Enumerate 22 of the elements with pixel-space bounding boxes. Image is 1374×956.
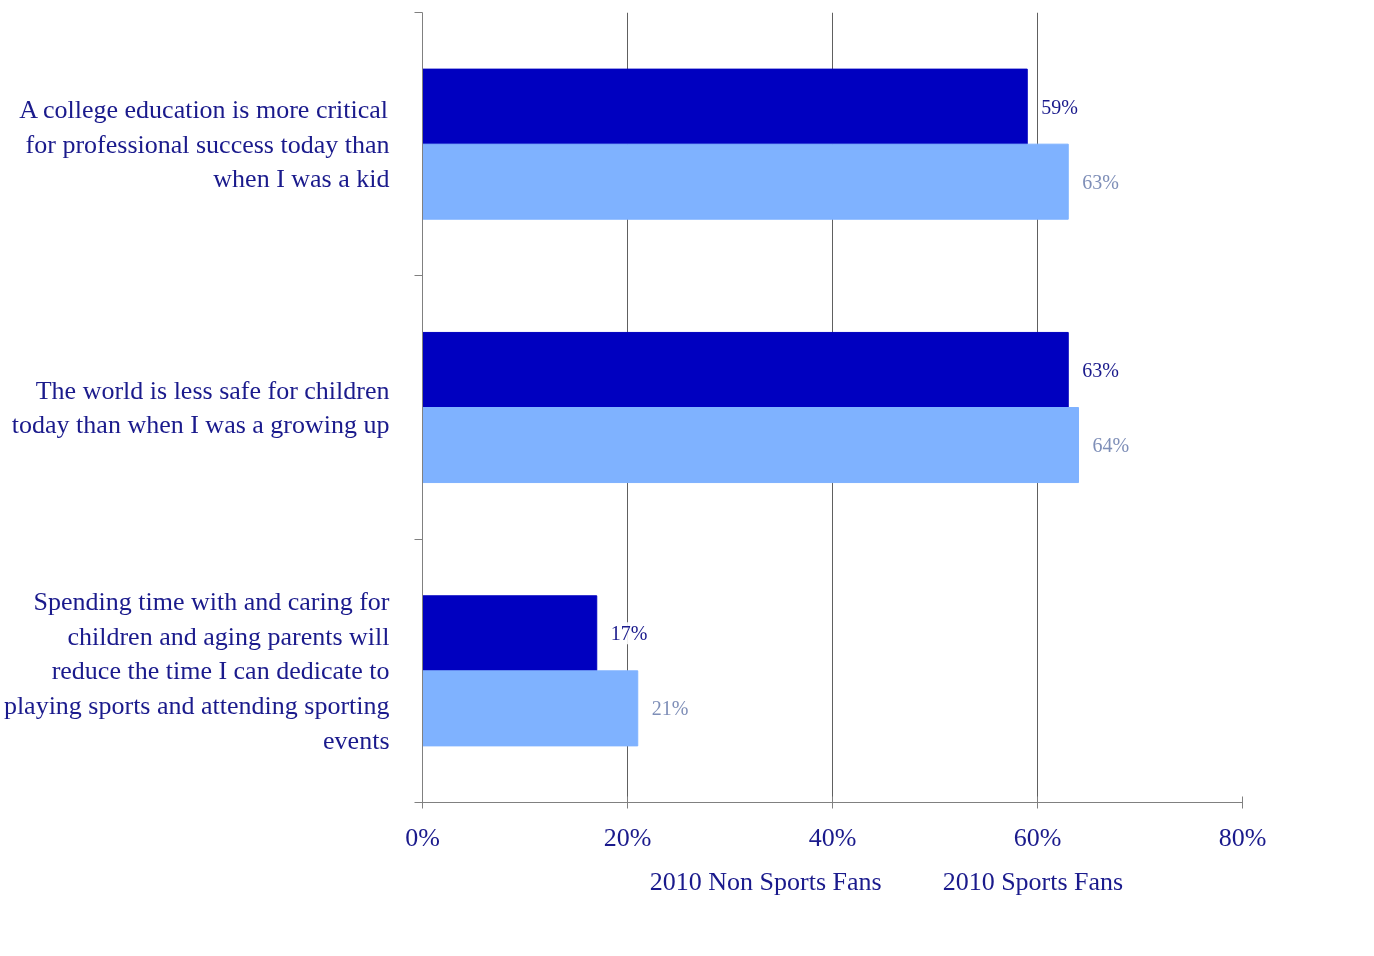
data-label: 63% [1082,170,1119,193]
bar [422,331,1069,408]
y-tick-label: Spending time with and caring for children and aging parents will reduce the time I can dedicate to playing sports and attending sporting events [3,586,390,755]
bar [422,407,1079,484]
data-label: 59% [1041,95,1078,118]
bar [422,595,598,672]
x-tick-label: 20% [603,822,652,852]
bar [422,68,1028,145]
x-tick-label: 60% [1013,822,1062,852]
x-tick-label: 40% [808,822,857,852]
data-label: 63% [1082,358,1119,381]
x-tick-label: 80% [1218,822,1267,852]
text: 2010 Sports Fans [942,867,1124,897]
data-label: 64% [1092,434,1130,457]
text: 2010 Non Sports Fans [649,867,882,897]
bar [422,670,639,747]
x-tick-label: 0% [405,822,440,852]
y-tick-label: The world is less safe for children today than when I was a growing up [11,375,390,440]
data-label: 21% [651,697,689,720]
y-tick-label: A college education is more critical for professional success today than when I was a kid [19,94,390,194]
bar [422,143,1069,220]
data-label: 17% [610,622,648,645]
